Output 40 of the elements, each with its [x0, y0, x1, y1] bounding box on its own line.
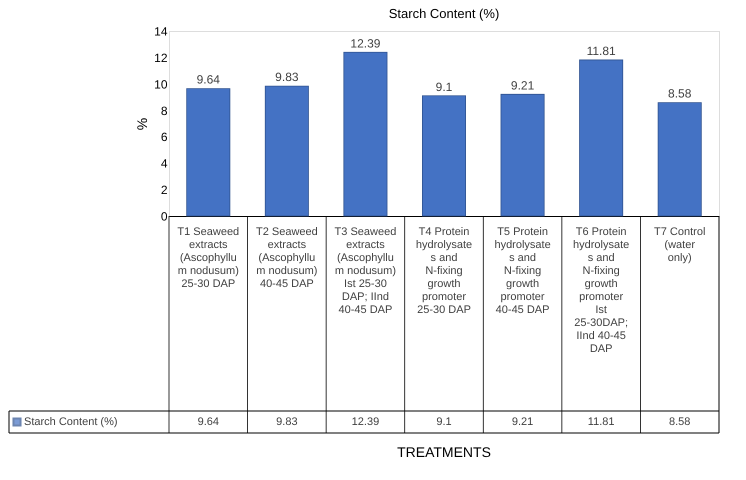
y-tick-label: 14	[154, 24, 168, 38]
y-tick-label: 6	[160, 130, 168, 144]
x-tick-label: T3 Seaweed extracts (Ascophyllum nodusum) Ist 25-30 DAP; IInd 40-45 DAP	[334, 226, 396, 316]
bar	[579, 60, 624, 216]
data-label: 9.64	[198, 416, 219, 428]
bar	[658, 102, 702, 216]
x-tick-label: T2 Seaweed extracts (Ascophyllum nodusum) 40-45 DAP	[256, 226, 318, 290]
bar	[343, 52, 388, 216]
x-tick-label: T1 Seaweed extracts (Ascophyllum nodusum) 25-30 DAP	[177, 226, 240, 290]
text: 11.81	[586, 44, 616, 58]
x-tick-label: T7 Control (water only)	[654, 226, 706, 264]
data-label: 9.83	[276, 416, 298, 428]
y-axis-title: %	[134, 118, 150, 130]
data-label: 9.21	[512, 416, 534, 428]
y-tick-label: 4	[160, 156, 168, 171]
x-tick-label: T4 Protein hydrolysates and N-fixing growth promoter 25-30 DAP	[416, 226, 472, 316]
legend-label: Starch Content (%)	[24, 416, 118, 428]
y-tick-label: 0	[160, 210, 168, 224]
text: TREATMENTS	[397, 444, 491, 460]
bar	[422, 95, 466, 216]
bar	[264, 86, 309, 216]
y-tick-label: 12	[154, 50, 168, 65]
category-label: T6 Protein hydrolysates and N-fixing growth promoter Ist 25-30DAP; IInd 40-45 DAP	[573, 226, 630, 355]
text: 9.64	[196, 72, 220, 87]
bar	[500, 94, 545, 216]
bar	[186, 88, 230, 216]
y-tick-label: 8	[160, 104, 168, 118]
text: 12.39	[350, 36, 380, 50]
text: 9.1	[436, 80, 452, 94]
data-label: 9.1	[436, 416, 452, 428]
y-tick-label: 10	[154, 77, 168, 92]
data-label: 12.39	[352, 416, 380, 428]
y-tick-label: 2	[160, 183, 168, 198]
text: 8.58	[668, 86, 692, 101]
x-tick-label: T5 Protein hydrolysates and N-fixing growth promoter 40-45 DAP	[494, 226, 551, 316]
data-label: 11.81	[588, 416, 614, 428]
chart-title: Starch Content (%)	[388, 6, 500, 21]
text: 9.21	[510, 78, 534, 92]
data-label: 8.58	[669, 416, 690, 428]
text: 9.83	[275, 70, 299, 84]
